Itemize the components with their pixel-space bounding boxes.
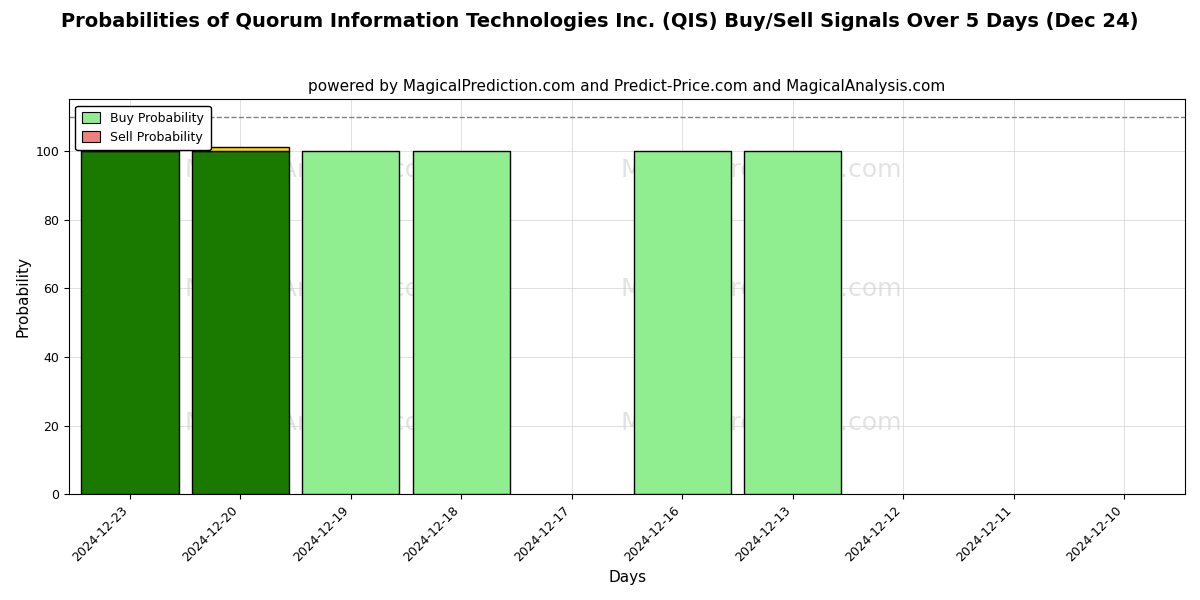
Text: Probabilities of Quorum Information Technologies Inc. (QIS) Buy/Sell Signals Ove: Probabilities of Quorum Information Tech… bbox=[61, 12, 1139, 31]
Text: MagicalAnalysis.com: MagicalAnalysis.com bbox=[185, 158, 445, 182]
Text: MagicalAnalysis.com: MagicalAnalysis.com bbox=[185, 412, 445, 436]
Legend: Buy Probability, Sell Probability: Buy Probability, Sell Probability bbox=[76, 106, 210, 151]
Bar bbox=[413, 151, 510, 494]
Title: powered by MagicalPrediction.com and Predict-Price.com and MagicalAnalysis.com: powered by MagicalPrediction.com and Pre… bbox=[308, 79, 946, 94]
Text: MagicalPrediction.com: MagicalPrediction.com bbox=[620, 412, 901, 436]
Y-axis label: Probability: Probability bbox=[16, 256, 30, 337]
Bar bbox=[744, 151, 841, 494]
Text: MagicalPrediction.com: MagicalPrediction.com bbox=[620, 277, 901, 301]
Bar bbox=[634, 151, 731, 494]
Bar bbox=[82, 148, 179, 151]
Bar bbox=[82, 151, 179, 494]
Text: MagicalAnalysis.com: MagicalAnalysis.com bbox=[185, 277, 445, 301]
Bar bbox=[192, 151, 289, 494]
X-axis label: Days: Days bbox=[608, 570, 646, 585]
Text: MagicalPrediction.com: MagicalPrediction.com bbox=[620, 158, 901, 182]
Bar bbox=[302, 151, 400, 494]
Bar bbox=[192, 148, 289, 151]
